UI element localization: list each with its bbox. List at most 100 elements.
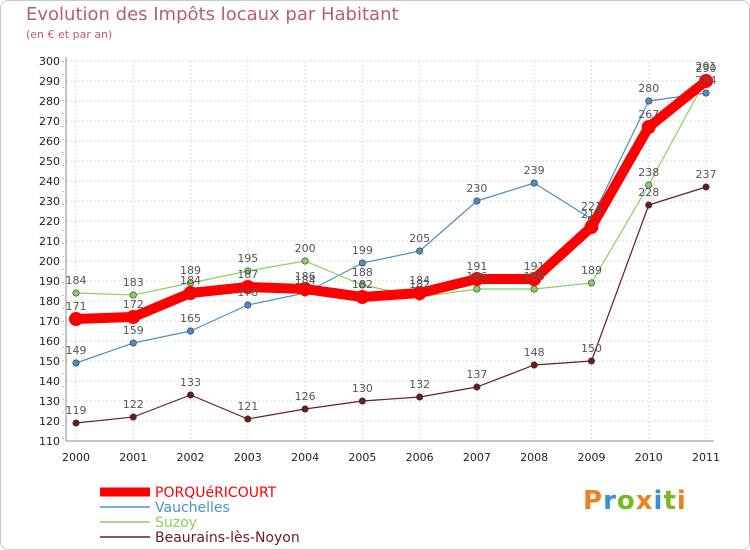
data-label: 191 — [524, 260, 545, 273]
logo-letter: P — [583, 486, 604, 516]
plot-area — [66, 61, 714, 441]
y-tick-label: 130 — [39, 395, 60, 408]
series-line — [75, 92, 707, 364]
data-point — [240, 280, 255, 294]
legend-item: Vauchelles — [100, 500, 230, 516]
data-point — [587, 279, 595, 287]
data-label: 122 — [123, 398, 144, 411]
data-point — [473, 197, 481, 205]
chart-title: Evolution des Impôts locaux par Habitant — [26, 4, 399, 25]
legend-item: PORQUéRICOURT — [100, 485, 277, 501]
x-tick-label: 2006 — [406, 451, 434, 464]
data-point — [129, 413, 137, 421]
data-label: 133 — [180, 376, 201, 389]
data-label: 239 — [524, 164, 545, 177]
proxiti-logo: Proxiti — [583, 486, 687, 516]
data-point — [699, 74, 713, 88]
data-label: 165 — [180, 312, 201, 325]
data-label: 183 — [123, 276, 144, 289]
data-point — [187, 327, 195, 335]
x-tick-label: 2005 — [348, 451, 376, 464]
data-point — [129, 339, 137, 347]
data-label: 217 — [581, 208, 602, 221]
data-point — [126, 310, 141, 324]
y-tick-label: 230 — [39, 195, 60, 208]
y-tick-label: 290 — [39, 75, 60, 88]
data-point — [72, 419, 80, 427]
data-label: 290 — [696, 62, 717, 75]
data-label: 280 — [638, 82, 659, 95]
data-point — [72, 289, 80, 297]
y-tick-label: 110 — [39, 435, 60, 448]
data-point — [587, 357, 595, 365]
y-tick-label: 220 — [39, 215, 60, 228]
data-label: 189 — [581, 264, 602, 277]
data-point — [301, 257, 309, 265]
y-tick-label: 300 — [39, 55, 60, 68]
data-label: 195 — [237, 252, 258, 265]
logo-letter: r — [603, 486, 617, 516]
data-label: 137 — [466, 368, 487, 381]
data-point — [645, 181, 653, 189]
data-point — [702, 89, 710, 97]
series-line — [75, 186, 707, 424]
x-tick-label: 2004 — [291, 451, 319, 464]
y-tick-label: 210 — [39, 235, 60, 248]
series-beaurains-l-s-noyon — [72, 183, 710, 427]
data-point — [530, 361, 538, 369]
data-label: 191 — [466, 260, 487, 273]
data-label: 186 — [295, 270, 316, 283]
data-point — [641, 120, 656, 134]
data-label: 228 — [638, 186, 659, 199]
y-tick-label: 280 — [39, 95, 60, 108]
data-label: 130 — [352, 382, 373, 395]
data-label: 119 — [66, 404, 87, 417]
data-label: 237 — [696, 168, 717, 181]
data-label: 291 — [696, 60, 717, 73]
data-label: 267 — [638, 108, 659, 121]
x-tick-label: 2002 — [177, 451, 205, 464]
data-point — [473, 383, 481, 391]
grid-lines — [66, 60, 714, 442]
data-point — [298, 282, 313, 296]
x-tick-label: 2010 — [635, 451, 663, 464]
legend-item: Beaurains-lès-Noyon — [100, 530, 300, 546]
y-tick-label: 180 — [39, 295, 60, 308]
x-tick-label: 2008 — [520, 451, 548, 464]
logo-letter: i — [653, 486, 664, 516]
legend-label: Vauchelles — [155, 500, 230, 516]
y-tick-label: 240 — [39, 175, 60, 188]
data-point — [412, 286, 427, 300]
axes: 110 120 130 140 150 160 170 180 190 200 210 220 230 2… — [39, 55, 720, 464]
data-point — [244, 301, 252, 309]
x-tick-label: 2009 — [577, 451, 605, 464]
legend-label: PORQUéRICOURT — [155, 485, 277, 501]
data-label: 184 — [295, 274, 316, 287]
chart-subtitle: (en € et par an) — [26, 28, 113, 41]
legend-label: Suzoy — [155, 515, 197, 531]
data-point — [244, 267, 252, 275]
data-label: 172 — [123, 298, 144, 311]
data-label: 150 — [581, 342, 602, 355]
data-label: 188 — [352, 266, 373, 279]
data-point — [358, 281, 366, 289]
x-tick-label: 2007 — [463, 451, 491, 464]
x-tick-label: 2011 — [692, 451, 720, 464]
data-label: 186 — [466, 270, 487, 283]
data-point — [187, 391, 195, 399]
data-point — [473, 285, 481, 293]
data-label: 184 — [180, 274, 201, 287]
data-label: 221 — [581, 200, 602, 213]
y-tick-label: 170 — [39, 315, 60, 328]
x-tick-label: 2003 — [234, 451, 262, 464]
data-point — [645, 97, 653, 105]
data-label: 148 — [524, 346, 545, 359]
logo-letter: i — [676, 486, 687, 516]
logo-letter: o — [616, 486, 636, 516]
data-point — [702, 183, 710, 191]
data-label: 171 — [66, 300, 87, 313]
data-point — [69, 312, 83, 326]
logo-letter: x — [635, 486, 654, 516]
